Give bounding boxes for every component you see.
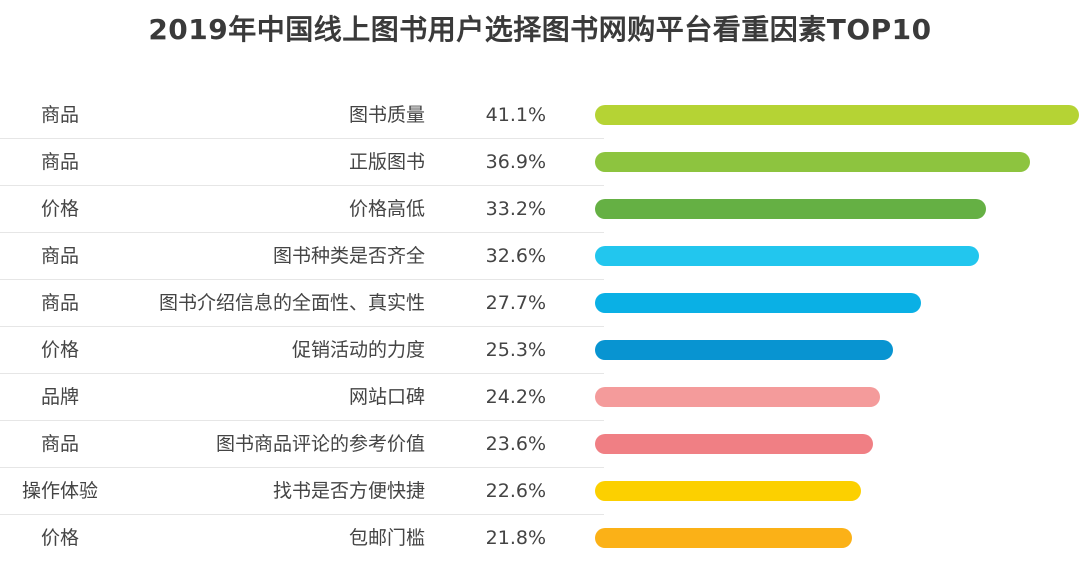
chart-row: 商品 图书商品评论的参考价值 23.6% (0, 421, 1080, 468)
chart-row: 商品 图书种类是否齐全 32.6% (0, 233, 1080, 280)
chart-rows: 商品 图书质量 41.1% 商品 正版图书 36.9% 价格 价格高低 33.2% 商品 图书种类是… (0, 92, 1080, 562)
category-label: 促销活动的力度 (291, 339, 425, 361)
bar (595, 152, 1030, 172)
row-divider (0, 420, 604, 421)
chart-row: 价格 价格高低 33.2% (0, 186, 1080, 233)
row-divider (0, 467, 604, 468)
chart-row: 商品 图书质量 41.1% (0, 92, 1080, 139)
group-label: 商品 (40, 245, 79, 267)
category-label: 价格高低 (348, 198, 425, 220)
bar (595, 340, 893, 360)
value-label: 22.6% (485, 480, 546, 502)
value-label: 23.6% (485, 433, 546, 455)
chart-row: 操作体验 找书是否方便快捷 22.6% (0, 468, 1080, 515)
category-label: 找书是否方便快捷 (272, 480, 425, 502)
bar (595, 293, 922, 313)
value-label: 21.8% (485, 527, 546, 549)
category-label: 图书介绍信息的全面性、真实性 (158, 292, 425, 314)
category-label: 包邮门槛 (348, 527, 425, 549)
row-divider (0, 185, 604, 186)
value-label: 25.3% (485, 339, 546, 361)
value-label: 36.9% (485, 151, 546, 173)
chart-row: 价格 促销活动的力度 25.3% (0, 327, 1080, 374)
group-label: 商品 (40, 292, 79, 314)
row-divider (0, 514, 604, 515)
chart-row: 商品 图书介绍信息的全面性、真实性 27.7% (0, 280, 1080, 327)
group-label: 品牌 (40, 386, 79, 408)
group-label: 商品 (40, 104, 79, 126)
chart-title: 2019年中国线上图书用户选择图书网购平台看重因素TOP10 (148, 13, 932, 46)
value-label: 32.6% (485, 245, 546, 267)
value-label: 41.1% (485, 104, 546, 126)
chart-row: 商品 正版图书 36.9% (0, 139, 1080, 186)
category-label: 图书质量 (348, 104, 425, 126)
group-label: 价格 (40, 198, 79, 220)
group-label: 价格 (40, 527, 79, 549)
group-label: 操作体验 (21, 480, 98, 502)
chart-row: 品牌 网站口碑 24.2% (0, 374, 1080, 421)
row-divider (0, 279, 604, 280)
bar (595, 105, 1079, 125)
row-divider (0, 373, 604, 374)
value-label: 27.7% (485, 292, 546, 314)
bar (595, 387, 880, 407)
bar (595, 528, 852, 548)
row-divider (0, 326, 604, 327)
group-label: 价格 (40, 339, 79, 361)
bar (595, 481, 862, 501)
row-divider (0, 138, 604, 139)
value-label: 33.2% (485, 198, 546, 220)
bar (595, 246, 979, 266)
category-label: 网站口碑 (348, 386, 425, 408)
group-label: 商品 (40, 151, 79, 173)
row-divider (0, 232, 604, 233)
category-label: 图书商品评论的参考价值 (215, 433, 425, 455)
bar (595, 199, 986, 219)
group-label: 商品 (40, 433, 79, 455)
category-label: 正版图书 (348, 151, 425, 173)
chart-row: 价格 包邮门槛 21.8% (0, 515, 1080, 562)
value-label: 24.2% (485, 386, 546, 408)
bar (595, 434, 873, 454)
category-label: 图书种类是否齐全 (272, 245, 425, 267)
